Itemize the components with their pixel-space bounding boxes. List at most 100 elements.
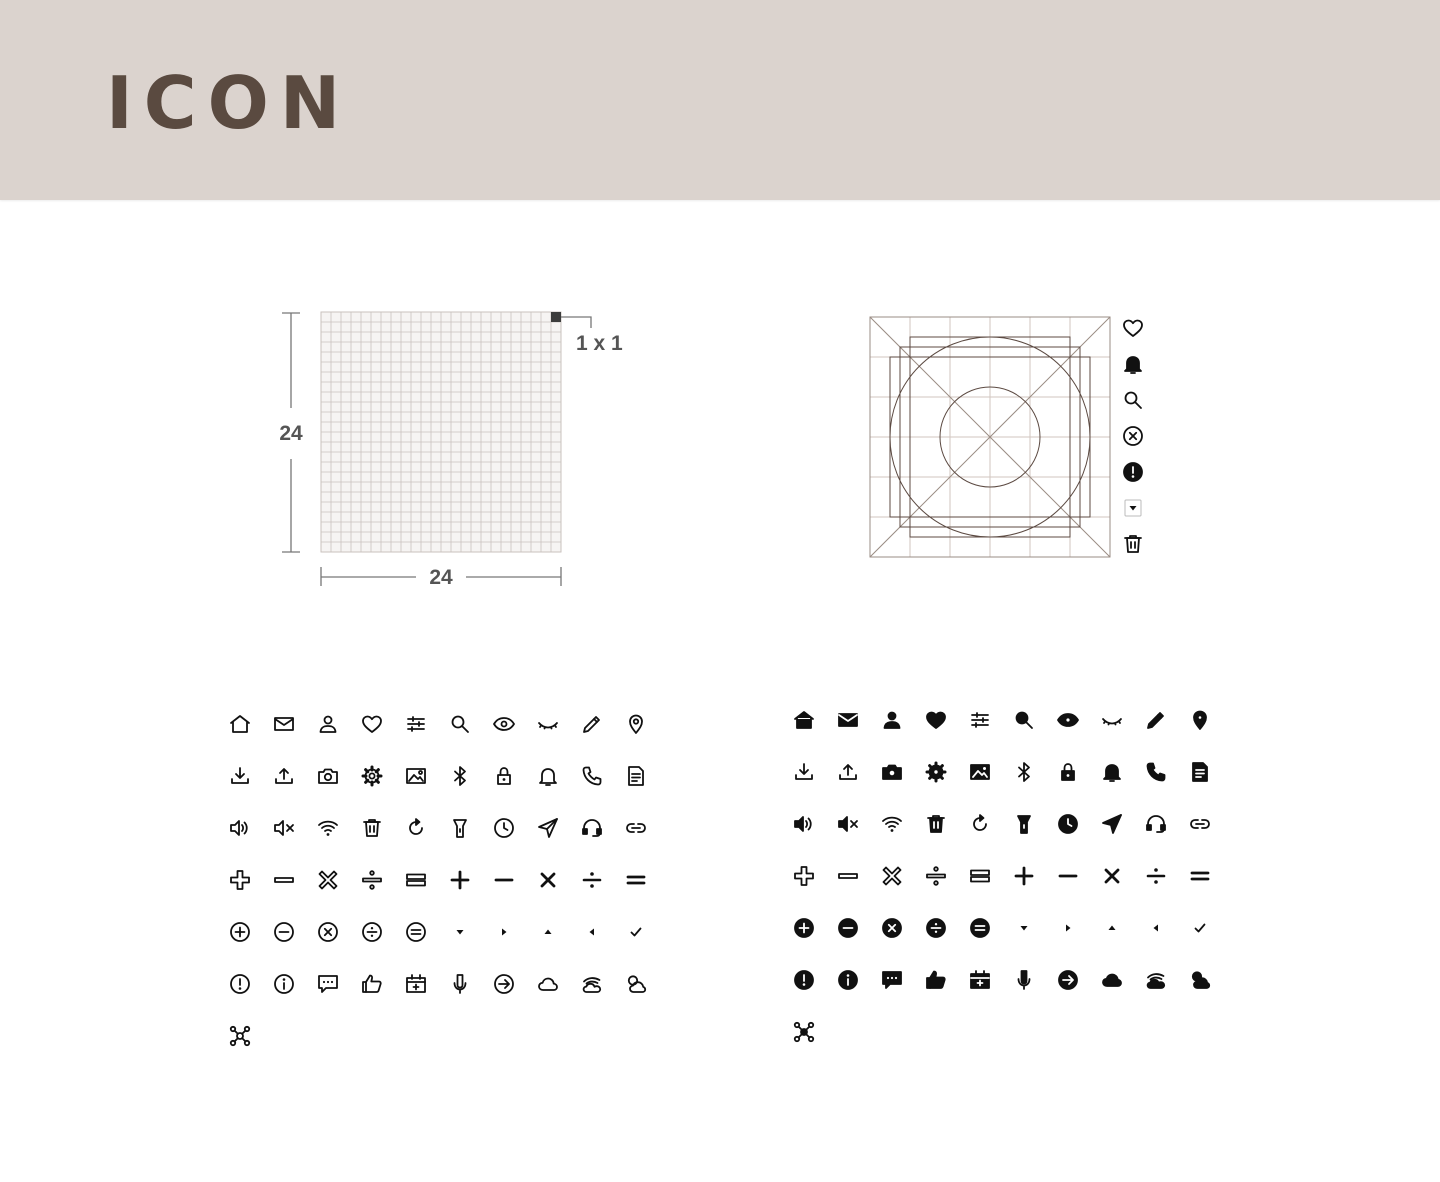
caret-up-icon[interactable]: [1090, 910, 1134, 946]
arrow-right-circle-icon[interactable]: [482, 966, 526, 1002]
plus-outline-icon[interactable]: [218, 862, 262, 898]
info-circle-icon[interactable]: [262, 966, 306, 1002]
equal-icon[interactable]: [614, 862, 658, 898]
mail-icon[interactable]: [262, 706, 306, 742]
bluetooth-icon[interactable]: [1002, 754, 1046, 790]
caret-down-icon[interactable]: [1002, 910, 1046, 946]
clock-icon[interactable]: [1046, 806, 1090, 842]
close-circle-icon[interactable]: [870, 910, 914, 946]
volume-icon[interactable]: [782, 806, 826, 842]
download-icon[interactable]: [218, 758, 262, 794]
home-icon[interactable]: [218, 706, 262, 742]
user-icon[interactable]: [306, 706, 350, 742]
upload-icon[interactable]: [826, 754, 870, 790]
document-icon[interactable]: [614, 758, 658, 794]
equal-outline-icon[interactable]: [958, 858, 1002, 894]
equal-outline-icon[interactable]: [394, 862, 438, 898]
image-icon[interactable]: [394, 758, 438, 794]
settings-icon[interactable]: [350, 758, 394, 794]
chat-icon[interactable]: [306, 966, 350, 1002]
minus-circle-icon[interactable]: [262, 914, 306, 950]
cloud-wind-icon[interactable]: [1134, 962, 1178, 998]
alert-circle-icon[interactable]: [218, 966, 262, 1002]
eye-closed-icon[interactable]: [1090, 702, 1134, 738]
plus-circle-icon[interactable]: [782, 910, 826, 946]
divide-outline-icon[interactable]: [350, 862, 394, 898]
close-icon[interactable]: [526, 862, 570, 898]
thumbs-up-icon[interactable]: [914, 962, 958, 998]
calendar-icon[interactable]: [958, 962, 1002, 998]
image-icon[interactable]: [958, 754, 1002, 790]
microphone-icon[interactable]: [1002, 962, 1046, 998]
check-icon[interactable]: [614, 914, 658, 950]
caret-up-icon[interactable]: [526, 914, 570, 950]
divide-icon[interactable]: [570, 862, 614, 898]
clock-icon[interactable]: [482, 810, 526, 846]
wifi-icon[interactable]: [870, 806, 914, 842]
plus-outline-icon[interactable]: [782, 858, 826, 894]
refresh-icon[interactable]: [958, 806, 1002, 842]
user-icon[interactable]: [870, 702, 914, 738]
info-circle-icon[interactable]: [826, 962, 870, 998]
cloud-icon[interactable]: [526, 966, 570, 1002]
minus-circle-icon[interactable]: [826, 910, 870, 946]
cloud-sun-icon[interactable]: [614, 966, 658, 1002]
chat-icon[interactable]: [870, 962, 914, 998]
drone-icon[interactable]: [782, 1014, 826, 1050]
caret-down-icon[interactable]: [438, 914, 482, 950]
bluetooth-icon[interactable]: [438, 758, 482, 794]
minus-icon[interactable]: [1046, 858, 1090, 894]
phone-icon[interactable]: [570, 758, 614, 794]
trash-icon[interactable]: [350, 810, 394, 846]
bell-icon[interactable]: [526, 758, 570, 794]
pencil-icon[interactable]: [570, 706, 614, 742]
search-icon[interactable]: [438, 706, 482, 742]
volume-icon[interactable]: [218, 810, 262, 846]
flashlight-icon[interactable]: [1002, 806, 1046, 842]
divide-outline-icon[interactable]: [914, 858, 958, 894]
close-outline-icon[interactable]: [870, 858, 914, 894]
plus-circle-icon[interactable]: [218, 914, 262, 950]
eye-icon[interactable]: [482, 706, 526, 742]
close-circle-icon[interactable]: [306, 914, 350, 950]
divide-icon[interactable]: [1134, 858, 1178, 894]
mute-icon[interactable]: [262, 810, 306, 846]
mute-icon[interactable]: [826, 806, 870, 842]
send-icon[interactable]: [1090, 806, 1134, 842]
divide-circle-icon[interactable]: [914, 910, 958, 946]
heart-icon[interactable]: [914, 702, 958, 738]
pencil-icon[interactable]: [1134, 702, 1178, 738]
camera-icon[interactable]: [870, 754, 914, 790]
caret-left-icon[interactable]: [1134, 910, 1178, 946]
minus-outline-icon[interactable]: [262, 862, 306, 898]
sliders-icon[interactable]: [394, 706, 438, 742]
flashlight-icon[interactable]: [438, 810, 482, 846]
heart-icon[interactable]: [350, 706, 394, 742]
mail-icon[interactable]: [826, 702, 870, 738]
settings-icon[interactable]: [914, 754, 958, 790]
cloud-icon[interactable]: [1090, 962, 1134, 998]
close-outline-icon[interactable]: [306, 862, 350, 898]
calendar-icon[interactable]: [394, 966, 438, 1002]
camera-icon[interactable]: [306, 758, 350, 794]
divide-circle-icon[interactable]: [350, 914, 394, 950]
location-icon[interactable]: [1178, 702, 1222, 738]
drone-icon[interactable]: [218, 1018, 262, 1054]
cloud-wind-icon[interactable]: [570, 966, 614, 1002]
microphone-icon[interactable]: [438, 966, 482, 1002]
lock-icon[interactable]: [1046, 754, 1090, 790]
trash-icon[interactable]: [914, 806, 958, 842]
eye-icon[interactable]: [1046, 702, 1090, 738]
plus-icon[interactable]: [438, 862, 482, 898]
caret-right-icon[interactable]: [1046, 910, 1090, 946]
thumbs-up-icon[interactable]: [350, 966, 394, 1002]
search-icon[interactable]: [1002, 702, 1046, 738]
refresh-icon[interactable]: [394, 810, 438, 846]
equal-circle-icon[interactable]: [394, 914, 438, 950]
arrow-right-circle-icon[interactable]: [1046, 962, 1090, 998]
equal-icon[interactable]: [1178, 858, 1222, 894]
bell-icon[interactable]: [1090, 754, 1134, 790]
link-icon[interactable]: [614, 810, 658, 846]
headset-icon[interactable]: [570, 810, 614, 846]
caret-right-icon[interactable]: [482, 914, 526, 950]
